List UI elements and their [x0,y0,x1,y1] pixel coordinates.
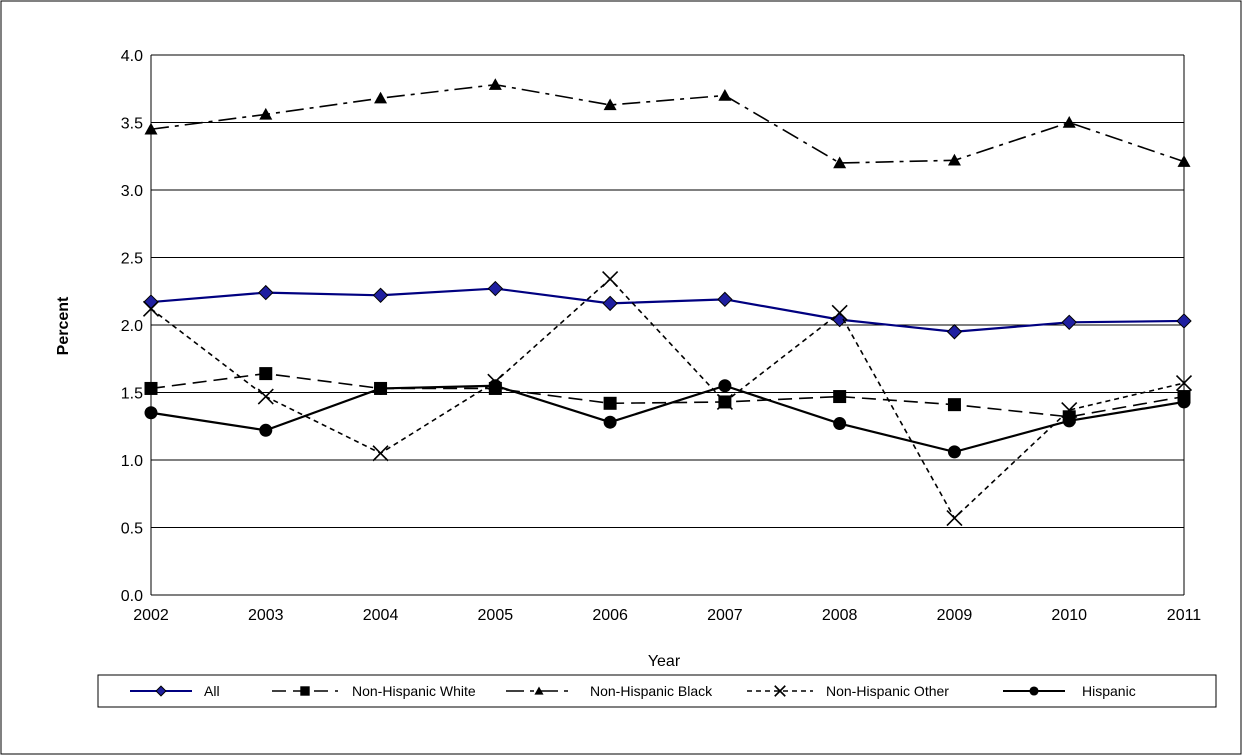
y-tick-label: 4.0 [121,48,143,65]
legend-item: All [130,683,220,699]
data-point [487,280,504,297]
data-point [717,291,733,308]
data-point [947,398,961,412]
y-tick-label: 1.0 [121,453,143,470]
series-line [150,83,1185,164]
series-line [150,384,1185,454]
x-tick-label: 2010 [1051,607,1087,624]
data-point [1062,414,1076,428]
data-point [488,78,502,90]
x-tick-label: 2008 [822,607,858,624]
y-tick-label: 0.0 [121,588,143,605]
gridlines [151,54,1184,528]
x-tick-label: 2009 [937,607,973,624]
data-point [833,156,847,169]
data-point [258,284,274,301]
data-point [1175,374,1193,392]
y-tick-label: 3.0 [121,183,143,200]
legend-marker [300,686,310,696]
data-point [144,406,158,420]
data-point [602,271,619,288]
series-line [150,277,1185,520]
legend-label: Non-Hispanic Other [826,683,949,699]
x-tick-label: 2004 [363,607,399,624]
x-tick-label: 2003 [248,607,284,624]
y-tick-label: 3.5 [121,116,143,133]
data-point [1062,116,1076,128]
series-line [150,287,1185,333]
data-point [488,379,502,393]
legend-marker [774,685,786,697]
data-point [603,415,617,429]
data-point [259,367,273,381]
legend-label: Non-Hispanic Black [590,683,713,699]
series-4 [144,379,1191,459]
legend-item: Non-Hispanic White [272,683,476,699]
data-point [718,89,732,101]
legend-item: Non-Hispanic Other [747,683,949,699]
x-tick-label: 2005 [478,607,514,624]
data-point [831,304,848,321]
legend-marker [1029,686,1039,696]
data-point [1176,313,1192,329]
x-axis-title: Year [648,653,681,670]
x-tick-label: 2011 [1167,607,1202,624]
legend-marker [534,686,544,695]
y-tick-label: 1.5 [121,386,143,403]
data-point [716,393,733,411]
data-point [602,295,618,312]
data-point [144,122,158,135]
y-tick-label: 2.0 [121,318,143,335]
data-point [946,509,963,527]
legend-label: Hispanic [1082,683,1136,699]
data-point [374,91,388,104]
series-line [150,372,1185,418]
data-point [259,107,273,120]
data-point [142,300,160,317]
legend-item: Hispanic [1003,683,1136,699]
x-tick-label: 2002 [133,607,169,624]
data-point [374,381,388,395]
legend: All Non-Hispanic White Non-Hispanic Black N… [97,674,1217,708]
y-tick-label: 0.5 [121,521,143,538]
series-layer [142,78,1193,527]
data-point [833,417,847,431]
data-point [1177,395,1191,409]
data-point [947,153,961,166]
legend-label: All [204,683,220,699]
legend-item: Non-Hispanic Black [506,683,713,699]
y-tick-label: 2.5 [121,251,143,268]
data-point [1061,401,1078,419]
data-point [144,381,158,395]
x-tick-label: 2007 [707,607,743,624]
x-tick-label: 2006 [592,607,628,624]
data-point [372,287,389,304]
data-point [257,388,274,405]
legend-label: Non-Hispanic White [352,683,476,699]
data-point [1177,155,1191,167]
legend-marker [155,685,167,697]
data-point [718,379,732,393]
data-point [259,423,273,437]
y-axis-title: Percent [55,296,72,355]
data-point [1061,314,1077,331]
data-point [603,396,617,410]
data-point [372,445,389,462]
data-point [946,324,963,340]
data-point [603,98,617,111]
data-point [833,390,847,404]
series-2 [144,78,1191,169]
data-point [947,445,961,459]
tick-labels: 0.0 0.5 1.0 1.5 2.0 2.5 3.0 3.5 4.0 2002 2003 2004 2… [121,48,1202,624]
